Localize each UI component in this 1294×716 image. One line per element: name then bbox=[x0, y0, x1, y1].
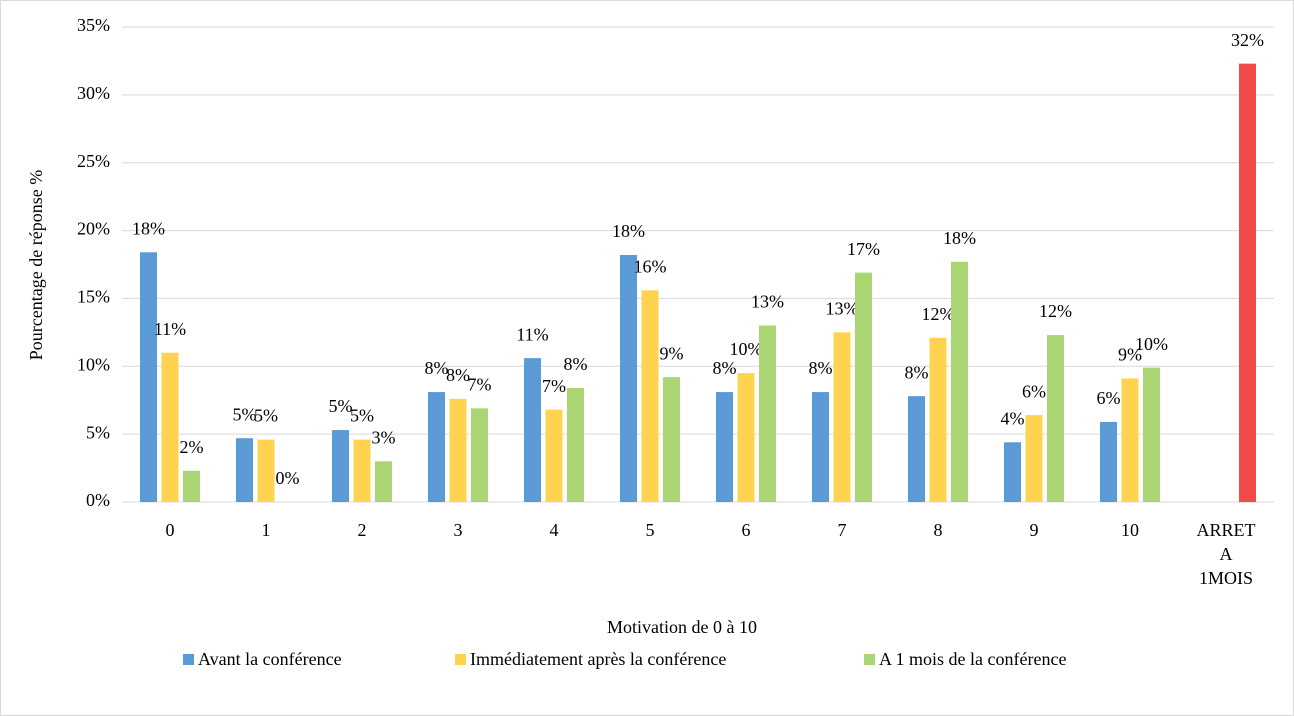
bar bbox=[236, 438, 253, 502]
data-label: 16% bbox=[634, 256, 667, 276]
legend-swatch bbox=[455, 654, 466, 665]
bar bbox=[1004, 442, 1021, 502]
x-tick-label: 4 bbox=[550, 520, 559, 540]
bar bbox=[428, 392, 445, 502]
data-label: 6% bbox=[1022, 381, 1046, 401]
y-tick-label: 10% bbox=[77, 354, 110, 374]
legend-label: Immédiatement après la conférence bbox=[470, 649, 726, 669]
bar bbox=[545, 409, 563, 502]
x-tick-label: 5 bbox=[646, 520, 655, 540]
bar bbox=[567, 388, 584, 502]
bar bbox=[332, 430, 349, 502]
data-label: 6% bbox=[1097, 388, 1121, 408]
y-tick-label: 20% bbox=[77, 219, 110, 239]
data-label: 5% bbox=[329, 396, 353, 416]
y-tick-label: 15% bbox=[77, 287, 110, 307]
bar bbox=[663, 377, 680, 502]
data-label: 8% bbox=[713, 358, 737, 378]
y-tick-label: 35% bbox=[77, 15, 110, 35]
bar bbox=[833, 332, 851, 502]
data-label: 10% bbox=[1135, 334, 1168, 354]
legend-swatch bbox=[183, 654, 194, 665]
bar bbox=[929, 337, 947, 502]
bar bbox=[1100, 421, 1117, 502]
bar bbox=[183, 470, 200, 502]
bar bbox=[620, 255, 637, 502]
bar bbox=[353, 439, 371, 502]
bar bbox=[1121, 378, 1139, 502]
x-axis-label: Motivation de 0 à 10 bbox=[607, 617, 757, 637]
bar bbox=[140, 252, 157, 502]
data-label: 13% bbox=[751, 292, 784, 312]
data-label: 10% bbox=[730, 339, 763, 359]
x-tick-label: 7 bbox=[838, 520, 847, 540]
data-label: 12% bbox=[922, 304, 955, 324]
bar bbox=[1047, 335, 1064, 502]
data-label: 5% bbox=[254, 406, 278, 426]
data-label: 8% bbox=[905, 362, 929, 382]
legend-label: A 1 mois de la conférence bbox=[879, 649, 1066, 669]
bar bbox=[855, 272, 872, 502]
x-tick-label: 6 bbox=[742, 520, 751, 540]
data-label: 12% bbox=[1039, 301, 1072, 321]
bar bbox=[1239, 63, 1256, 503]
data-label: 3% bbox=[372, 427, 396, 447]
bar bbox=[524, 358, 541, 502]
data-label: 8% bbox=[446, 365, 470, 385]
data-label: 9% bbox=[1118, 345, 1142, 365]
bar bbox=[812, 392, 829, 502]
legend-swatch bbox=[864, 654, 875, 665]
bar bbox=[449, 398, 467, 502]
data-label: 7% bbox=[468, 374, 492, 394]
x-tick-label: 2 bbox=[358, 520, 367, 540]
x-tick-label: 9 bbox=[1030, 520, 1039, 540]
data-label: 8% bbox=[564, 354, 588, 374]
data-label: 8% bbox=[809, 358, 833, 378]
bar bbox=[375, 461, 392, 502]
x-tick-label: 10 bbox=[1121, 520, 1139, 540]
bar bbox=[716, 392, 733, 502]
data-label: 18% bbox=[132, 218, 165, 238]
y-tick-label: 5% bbox=[86, 422, 110, 442]
x-tick-label: 0 bbox=[166, 520, 175, 540]
data-label: 8% bbox=[425, 358, 449, 378]
bar bbox=[1143, 367, 1160, 502]
y-tick-label: 30% bbox=[77, 83, 110, 103]
bar bbox=[951, 261, 968, 502]
bar bbox=[161, 352, 179, 502]
bar bbox=[257, 439, 275, 502]
data-label: 4% bbox=[1001, 408, 1025, 428]
data-label: 9% bbox=[660, 343, 684, 363]
bar bbox=[1025, 415, 1043, 502]
legend-label: Avant la conférence bbox=[198, 649, 342, 669]
bar bbox=[737, 373, 755, 502]
data-label: 11% bbox=[154, 319, 186, 339]
x-tick-label: 1 bbox=[262, 520, 271, 540]
data-label: 32% bbox=[1231, 30, 1264, 50]
data-label: 5% bbox=[350, 406, 374, 426]
data-label: 17% bbox=[847, 239, 880, 259]
bar bbox=[641, 290, 659, 502]
data-label: 18% bbox=[943, 228, 976, 248]
y-tick-label: 25% bbox=[77, 151, 110, 171]
data-label: 7% bbox=[542, 376, 566, 396]
y-axis-label: Pourcentage de réponse % bbox=[26, 170, 46, 360]
y-tick-label: 0% bbox=[86, 490, 110, 510]
data-label: 0% bbox=[276, 468, 300, 488]
bar bbox=[759, 325, 776, 502]
data-label: 11% bbox=[516, 324, 548, 344]
x-tick-label: 3 bbox=[454, 520, 463, 540]
bar bbox=[908, 396, 925, 502]
x-tick-label: 8 bbox=[934, 520, 943, 540]
x-tick-label: ARRET A 1MOIS bbox=[1196, 520, 1255, 588]
data-label: 18% bbox=[612, 221, 645, 241]
data-label: 2% bbox=[180, 437, 204, 457]
data-label: 5% bbox=[233, 404, 257, 424]
data-label: 13% bbox=[826, 298, 859, 318]
bar bbox=[471, 408, 488, 502]
